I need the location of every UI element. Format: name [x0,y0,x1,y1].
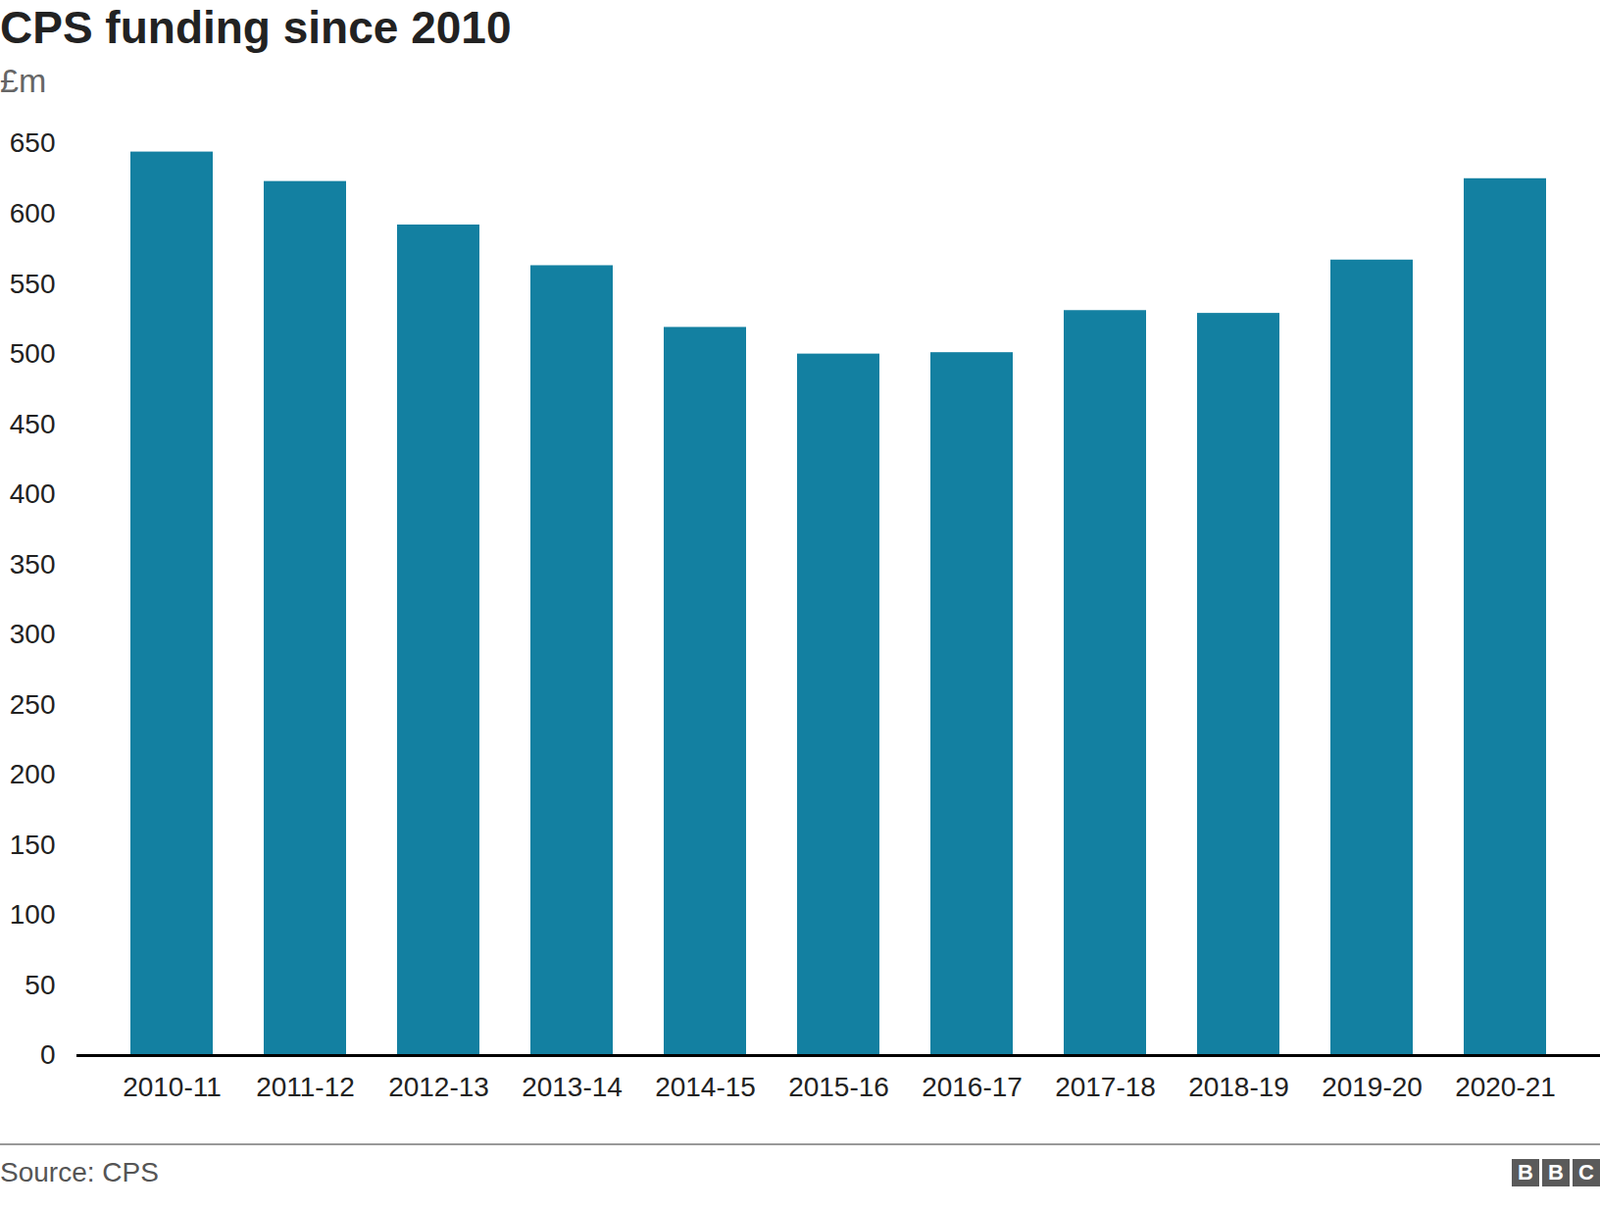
svg-text:2020-21: 2020-21 [1454,1071,1556,1102]
html-text:B: B [1548,1159,1564,1185]
svg-text:2013-14: 2013-14 [521,1071,623,1102]
svg-text:2011-12: 2011-12 [255,1071,355,1102]
svg-text:200: 200 [9,758,56,790]
svg-text:150: 150 [9,829,56,860]
svg-text:550: 550 [9,268,56,300]
svg-text:650: 650 [9,127,56,158]
svg-text:50: 50 [24,969,55,1000]
svg-text:250: 250 [9,689,56,720]
svg-text:400: 400 [9,478,56,509]
svg-text:2018-19: 2018-19 [1188,1071,1290,1102]
svg-text:2014-15: 2014-15 [654,1071,756,1102]
svg-text:2016-17: 2016-17 [921,1071,1023,1102]
html-text:Source: CPS: Source: CPS [0,1156,159,1188]
svg-text:100: 100 [9,899,56,930]
svg-text:2010-11: 2010-11 [122,1071,222,1102]
svg-text:2012-13: 2012-13 [388,1071,490,1102]
html-text:B: B [1517,1159,1534,1185]
html-text:C: C [1578,1159,1595,1185]
svg-text:2017-18: 2017-18 [1054,1071,1156,1102]
html-text:CPS funding since 2010: CPS funding since 2010 [0,1,512,53]
html-text:£m: £m [0,61,47,100]
svg-text:350: 350 [9,549,56,580]
svg-text:2019-20: 2019-20 [1321,1071,1423,1102]
svg-text:450: 450 [9,408,56,440]
svg-text:500: 500 [9,338,56,369]
svg-text:300: 300 [9,618,56,650]
svg-text:2015-16: 2015-16 [788,1071,890,1102]
svg-text:600: 600 [9,198,56,229]
svg-text:0: 0 [40,1039,56,1070]
